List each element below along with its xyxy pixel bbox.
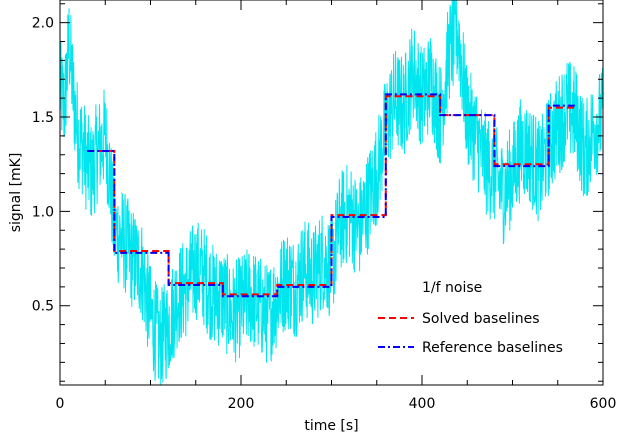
legend-label-reference-baselines: Reference baselines — [422, 340, 563, 356]
x-tick-label: 400 — [409, 396, 436, 412]
legend-label-noise: 1/f noise — [422, 280, 482, 296]
series-noise-line — [60, 0, 603, 385]
y-tick-label: 1.0 — [32, 204, 54, 220]
y-axis-label: signal [mK] — [8, 153, 24, 233]
x-axis-label: time [s] — [304, 418, 358, 434]
x-tick-label: 0 — [56, 396, 65, 412]
x-tick-label: 200 — [228, 396, 255, 412]
y-tick-label: 2.0 — [32, 16, 54, 32]
plot-frame — [59, 0, 604, 386]
y-tick-label: 1.5 — [32, 110, 54, 126]
y-tick-label: 0.5 — [32, 299, 54, 315]
x-tick-label: 600 — [590, 396, 617, 412]
legend-label-solved-baselines: Solved baselines — [422, 311, 540, 327]
